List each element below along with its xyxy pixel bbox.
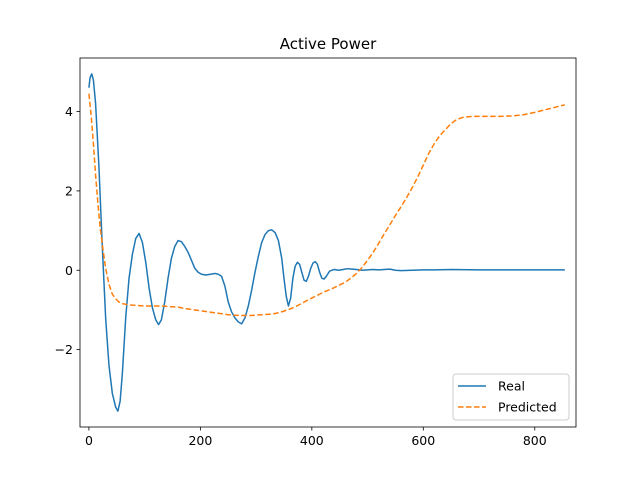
x-tick-label: 0 [85,433,93,448]
series-line-predicted [88,93,566,317]
legend-label-predicted: Predicted [498,400,557,415]
x-tick-label: 800 [523,433,547,448]
y-tick-label: 2 [65,183,73,198]
chart-title: Active Power [280,35,377,53]
y-tick-label: 4 [65,104,73,119]
x-axis-ticks: 0 200 400 600 800 [85,427,547,448]
series-line-real [88,73,565,412]
y-tick-label: −2 [55,342,73,357]
x-tick-label: 200 [188,433,212,448]
y-tick-label: 0 [65,263,73,278]
series-layer [88,73,566,412]
legend: Real Predicted [452,373,570,421]
y-axis-ticks: −2 0 2 4 [55,104,80,357]
x-tick-label: 600 [411,433,435,448]
x-tick-label: 400 [300,433,324,448]
legend-label-real: Real [498,379,525,394]
plot-area-frame [79,57,577,428]
